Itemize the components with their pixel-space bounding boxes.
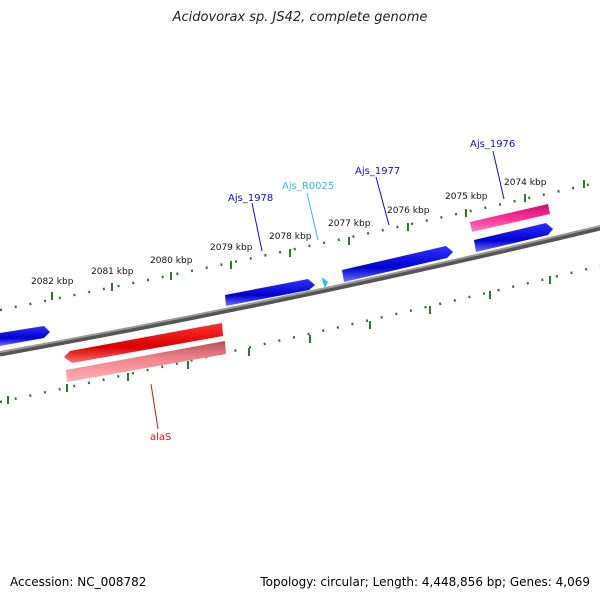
- tick-label-2077: 2077 kbp: [328, 219, 371, 229]
- tick-label-2076: 2076 kbp: [387, 206, 430, 216]
- leader-ajs-1977: [375, 176, 390, 226]
- genome-title: Acidovorax sp. JS42, complete genome: [172, 10, 428, 25]
- gene-labels: Ajs_1976 Ajs_1977 Ajs_R0025 Ajs_1978 ala…: [150, 139, 515, 443]
- feature-ajs-1976-gene[interactable]: [474, 223, 553, 252]
- genome-summary-text: Topology: circular; Length: 4,448,856 bp…: [260, 575, 590, 589]
- feature-alas-cds[interactable]: [66, 341, 226, 382]
- label-ajs-r0025[interactable]: Ajs_R0025: [282, 181, 334, 192]
- feature-ajs-1977-gene[interactable]: [342, 246, 453, 282]
- label-ajs-1977[interactable]: Ajs_1977: [355, 166, 400, 177]
- tick-label-2080: 2080 kbp: [150, 256, 193, 266]
- tick-label-2074: 2074 kbp: [504, 178, 547, 188]
- label-leader-lines: [150, 150, 505, 430]
- leader-ajs-1978: [251, 202, 263, 252]
- label-ajs-1976[interactable]: Ajs_1976: [470, 139, 515, 150]
- forward-strand-features: [0, 204, 553, 346]
- tick-label-2081: 2081 kbp: [91, 267, 134, 277]
- genome-backbone-shadow: [0, 225, 600, 357]
- leader-ajs-1976: [492, 150, 505, 200]
- inner-tick-track: [0, 264, 600, 404]
- label-ajs-1978[interactable]: Ajs_1978: [228, 193, 273, 204]
- tick-label-2075: 2075 kbp: [445, 192, 488, 202]
- accession-text: Accession: NC_008782: [10, 575, 147, 589]
- tick-label-2079: 2079 kbp: [210, 243, 253, 253]
- tick-label-2082: 2082 kbp: [31, 277, 74, 287]
- feature-ajs-1976-cds[interactable]: [470, 204, 550, 232]
- feature-ajs-r0025-rna[interactable]: [322, 277, 328, 288]
- label-alas[interactable]: alaS: [150, 432, 171, 443]
- genome-backbone: [0, 225, 600, 353]
- feature-left-edge-gene[interactable]: [0, 326, 50, 346]
- tick-label-2078: 2078 kbp: [269, 232, 312, 242]
- leader-ajs-r0025: [306, 192, 319, 241]
- reverse-strand-features: [64, 323, 226, 382]
- outer-tick-track: [0, 180, 600, 312]
- feature-ajs-1978-gene[interactable]: [225, 279, 315, 306]
- leader-alas: [150, 383, 159, 430]
- feature-alas-gene[interactable]: [64, 323, 223, 363]
- tick-labels: 2074 kbp 2075 kbp 2076 kbp 2077 kbp 2078…: [31, 178, 547, 287]
